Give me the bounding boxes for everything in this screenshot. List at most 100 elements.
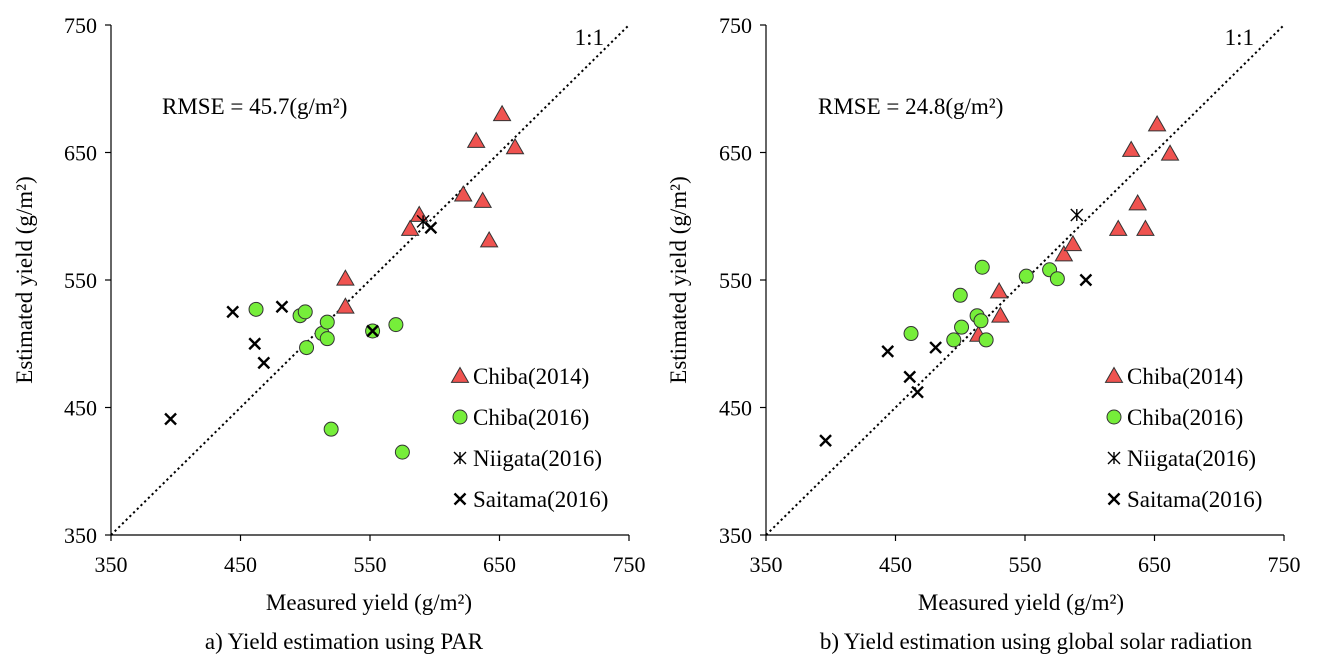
legend-item: Chiba(2014) (1104, 364, 1243, 389)
y-tick-label: 350 (64, 523, 97, 548)
data-point (1054, 244, 1074, 262)
data-point (424, 221, 438, 235)
series-niigata-2016 (1070, 208, 1084, 222)
legend-label: Chiba(2016) (1127, 405, 1243, 430)
legend-item: Chiba(2014) (450, 364, 589, 389)
y-axis-title: Estimated yield (g/m²) (12, 176, 37, 383)
y-tick-label: 550 (64, 268, 97, 293)
data-point (1160, 144, 1180, 161)
data-point (275, 300, 289, 314)
series-chiba-2014 (336, 104, 525, 314)
legend-item: Saitama(2016) (1107, 487, 1262, 512)
data-point (319, 331, 335, 347)
data-point (978, 332, 994, 348)
legend-item: Niigata(2016) (453, 446, 602, 471)
data-point (492, 104, 512, 122)
data-point (323, 421, 339, 437)
x-tick-label: 650 (483, 552, 516, 577)
legend-marker (1107, 492, 1121, 506)
data-point (1063, 234, 1083, 252)
data-point (297, 304, 313, 320)
data-point (466, 131, 486, 148)
data-point (319, 314, 335, 330)
series-saitama-2016 (164, 221, 438, 426)
legend-item: Chiba(2016) (452, 405, 589, 430)
legend-marker (1104, 366, 1124, 383)
legend-label: Saitama(2016) (1127, 487, 1262, 512)
y-tick-label: 650 (64, 141, 97, 166)
data-point (388, 317, 404, 333)
legend-label: Niigata(2016) (1127, 446, 1256, 471)
data-point (989, 281, 1009, 299)
y-tick-label: 650 (719, 141, 752, 166)
x-axis-title: Measured yield (g/m²) (918, 590, 1124, 615)
data-point (1049, 271, 1065, 287)
data-point (248, 301, 264, 317)
data-point (1070, 208, 1084, 222)
data-point (1121, 140, 1141, 157)
x-tick-label: 650 (1138, 552, 1171, 577)
legend-marker (450, 366, 470, 383)
one-to-one-label: 1:1 (575, 25, 604, 50)
data-point (257, 356, 271, 370)
legend: Chiba(2014) Chiba(2016) Niigata(2016) Saita… (1104, 364, 1262, 512)
legend-label: Chiba(2014) (473, 364, 589, 389)
data-point (453, 185, 473, 202)
data-point (911, 385, 924, 399)
x-tick-label: 450 (879, 552, 912, 577)
data-point (903, 326, 919, 342)
data-point (903, 370, 917, 384)
legend-marker (452, 409, 468, 425)
data-point (1128, 193, 1148, 211)
rmse-annotation: RMSE = 45.7(g/m²) (162, 94, 347, 119)
series-saitama-2016 (819, 273, 1093, 447)
data-point (505, 137, 525, 155)
legend-item: Niigata(2016) (1107, 446, 1256, 471)
data-point (400, 219, 420, 236)
data-point (1136, 219, 1155, 236)
data-point (336, 297, 355, 314)
data-point (479, 230, 499, 248)
data-point (394, 444, 410, 460)
legend: Chiba(2014) Chiba(2016) Niigata(2016) Saita… (450, 364, 608, 512)
legend-label: Niigata(2016) (473, 446, 602, 471)
data-point (952, 287, 968, 303)
x-tick-label: 750 (1268, 552, 1301, 577)
rmse-annotation: RMSE = 24.8(g/m²) (818, 94, 1003, 119)
data-point (336, 269, 355, 286)
legend-marker (453, 492, 467, 506)
x-tick-label: 550 (1009, 552, 1042, 577)
series-chiba-2016 (248, 301, 410, 460)
chart-caption: b) Yield estimation using global solar r… (820, 629, 1253, 654)
x-tick-label: 550 (354, 552, 387, 577)
y-tick-label: 750 (64, 13, 97, 38)
data-point (1147, 114, 1167, 132)
y-tick-label: 750 (719, 13, 752, 38)
legend-label: Chiba(2014) (1127, 364, 1243, 389)
x-tick-label: 750 (613, 552, 646, 577)
legend-item: Saitama(2016) (453, 487, 608, 512)
y-tick-label: 350 (719, 523, 752, 548)
chart-caption: a) Yield estimation using PAR (205, 629, 484, 654)
series-chiba-2014 (969, 114, 1180, 342)
data-point (164, 412, 177, 426)
data-point (299, 340, 315, 356)
data-point (946, 332, 962, 348)
one-to-one-label: 1:1 (1225, 25, 1254, 50)
data-point (819, 434, 832, 447)
data-point (473, 191, 493, 208)
data-point (1108, 219, 1128, 236)
legend-marker (453, 451, 467, 465)
legend-label: Chiba(2016) (473, 405, 589, 430)
data-point (1018, 268, 1034, 284)
legend-item: Chiba(2016) (1106, 405, 1243, 430)
x-axis-title: Measured yield (g/m²) (266, 590, 472, 615)
series-chiba-2016 (903, 259, 1065, 348)
one-to-one-line (110, 24, 630, 536)
data-point (973, 313, 989, 329)
legend-label: Saitama(2016) (473, 487, 608, 512)
chart-panel-a: RMSE = 45.7(g/m²) 1:1 Measured yield (g/… (12, 13, 646, 654)
data-point (248, 337, 262, 351)
legend-marker (1106, 409, 1122, 425)
